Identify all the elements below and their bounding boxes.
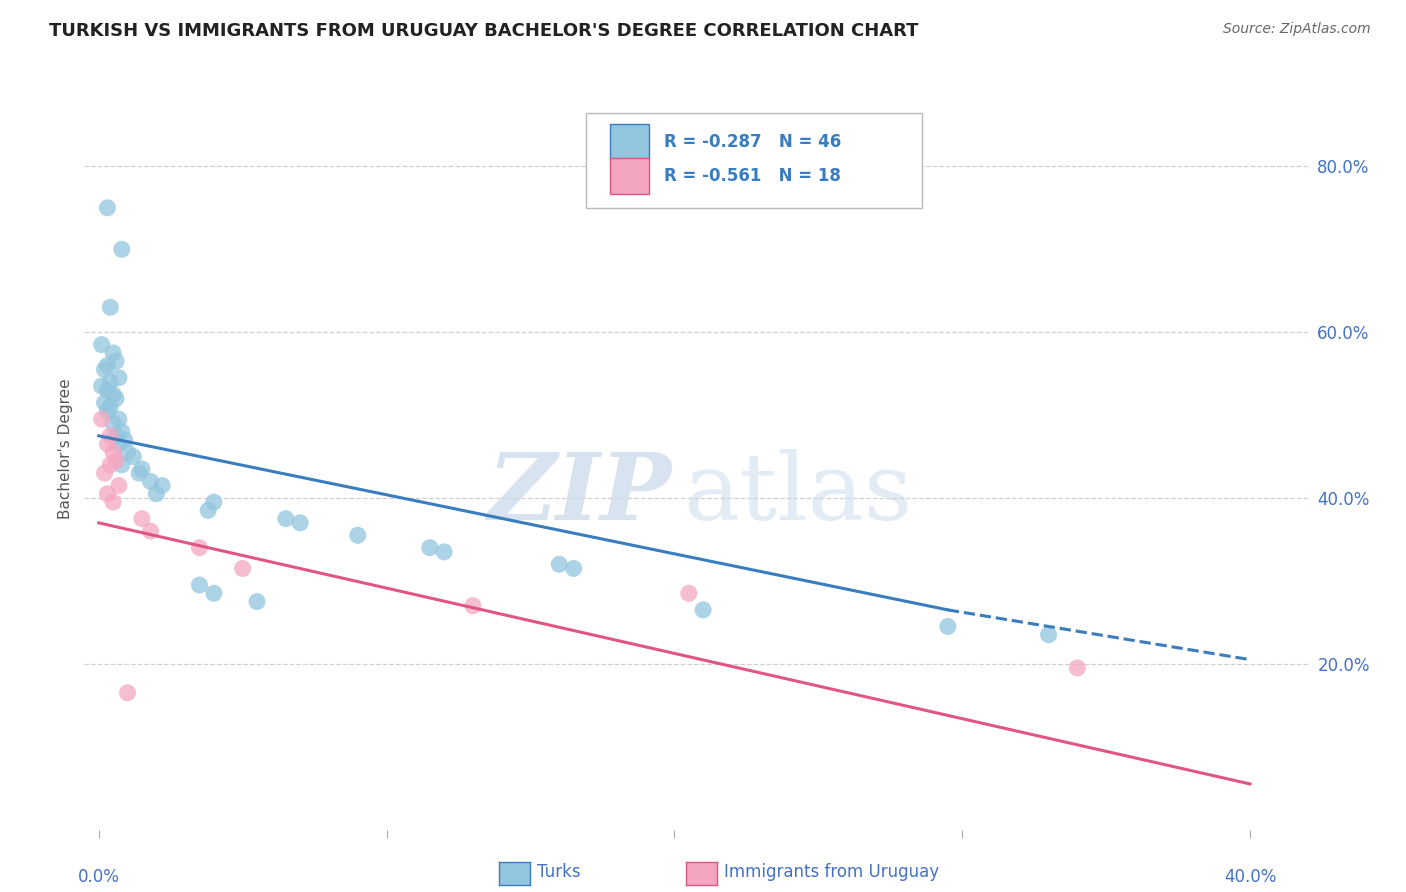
- Point: [150, 478, 173, 492]
- Point: [93, 395, 115, 409]
- Point: [188, 578, 211, 592]
- Point: [131, 462, 153, 476]
- Point: [346, 528, 368, 542]
- Point: [548, 558, 571, 572]
- Text: TURKISH VS IMMIGRANTS FROM URUGUAY BACHELOR'S DEGREE CORRELATION CHART: TURKISH VS IMMIGRANTS FROM URUGUAY BACHE…: [49, 22, 918, 40]
- Point: [139, 524, 162, 538]
- Point: [232, 561, 254, 575]
- Text: 40.0%: 40.0%: [1223, 869, 1277, 887]
- Point: [145, 487, 167, 501]
- Point: [98, 458, 121, 472]
- Point: [111, 458, 134, 472]
- Point: [101, 417, 124, 431]
- Point: [101, 387, 124, 401]
- Point: [108, 437, 131, 451]
- Point: [108, 371, 131, 385]
- Point: [128, 466, 150, 480]
- Text: atlas: atlas: [683, 449, 912, 539]
- Point: [139, 475, 162, 489]
- Y-axis label: Bachelor's Degree: Bachelor's Degree: [58, 378, 73, 518]
- Point: [246, 594, 269, 608]
- Point: [105, 429, 128, 443]
- Point: [96, 404, 118, 418]
- Point: [117, 445, 139, 459]
- Point: [111, 242, 134, 256]
- Point: [98, 400, 121, 414]
- Point: [419, 541, 441, 555]
- Point: [108, 478, 131, 492]
- Text: R = -0.561   N = 18: R = -0.561 N = 18: [664, 167, 841, 185]
- Point: [131, 511, 153, 525]
- Point: [105, 453, 128, 467]
- Point: [98, 375, 121, 389]
- FancyBboxPatch shape: [586, 112, 922, 208]
- Point: [93, 466, 115, 480]
- Text: 0.0%: 0.0%: [77, 869, 120, 887]
- Point: [101, 495, 124, 509]
- Point: [433, 545, 456, 559]
- Point: [101, 346, 124, 360]
- Point: [274, 511, 297, 525]
- Point: [105, 354, 128, 368]
- Point: [1066, 661, 1088, 675]
- Point: [562, 561, 585, 575]
- Point: [93, 362, 115, 376]
- Point: [114, 433, 136, 447]
- Point: [101, 445, 124, 459]
- Text: Immigrants from Uruguay: Immigrants from Uruguay: [724, 863, 939, 881]
- Point: [936, 619, 959, 633]
- FancyBboxPatch shape: [610, 124, 650, 161]
- Point: [111, 425, 134, 439]
- Point: [108, 412, 131, 426]
- Point: [96, 487, 118, 501]
- Point: [105, 392, 128, 406]
- Point: [202, 586, 225, 600]
- Text: Turks: Turks: [537, 863, 581, 881]
- Point: [1038, 628, 1060, 642]
- Point: [90, 379, 112, 393]
- Point: [117, 686, 139, 700]
- FancyBboxPatch shape: [610, 158, 650, 194]
- Point: [90, 337, 112, 351]
- Text: ZIP: ZIP: [488, 449, 672, 539]
- Point: [122, 450, 145, 464]
- Point: [461, 599, 484, 613]
- Text: Source: ZipAtlas.com: Source: ZipAtlas.com: [1223, 22, 1371, 37]
- Point: [96, 383, 118, 397]
- Point: [90, 412, 112, 426]
- Point: [96, 201, 118, 215]
- Point: [290, 516, 312, 530]
- Point: [98, 301, 121, 315]
- Point: [96, 437, 118, 451]
- Point: [678, 586, 700, 600]
- Point: [202, 495, 225, 509]
- Text: R = -0.287   N = 46: R = -0.287 N = 46: [664, 134, 841, 152]
- Point: [98, 429, 121, 443]
- Point: [692, 603, 714, 617]
- Point: [96, 359, 118, 373]
- Point: [188, 541, 211, 555]
- Point: [197, 503, 219, 517]
